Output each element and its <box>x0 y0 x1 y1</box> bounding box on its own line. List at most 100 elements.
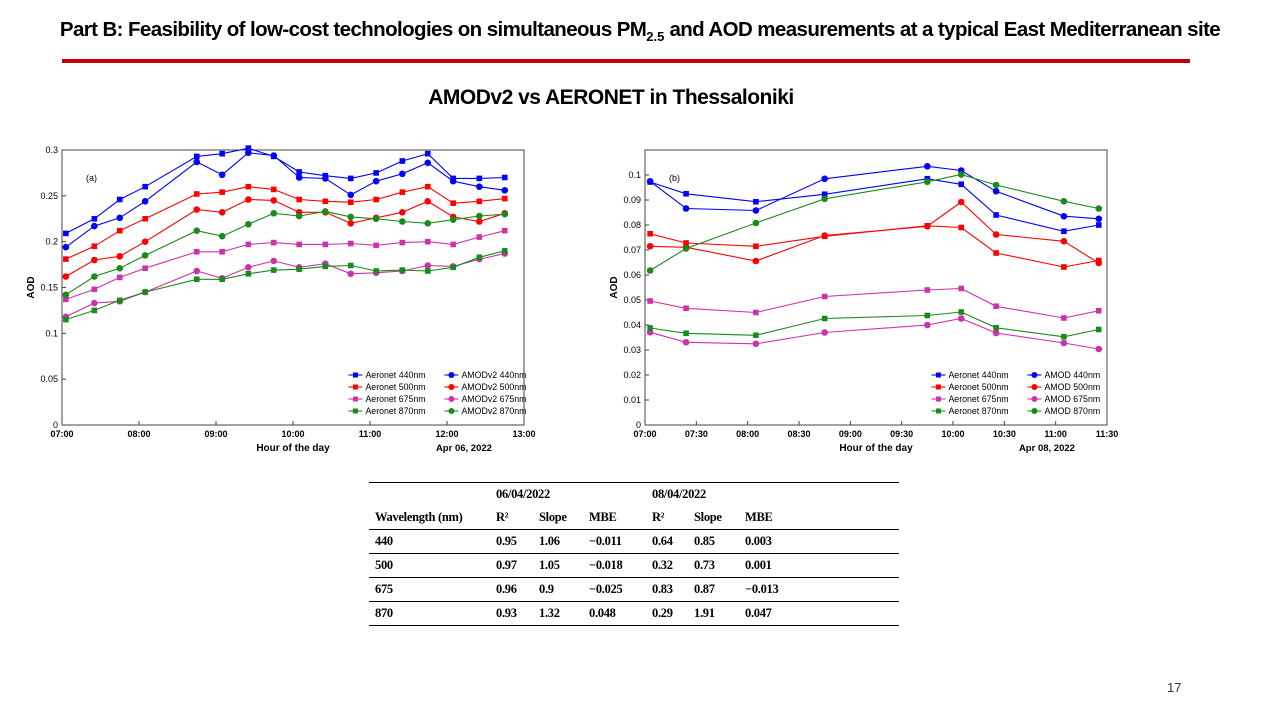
data-point <box>449 216 457 223</box>
y-tick-label: 0.03 <box>623 345 641 355</box>
data-point <box>219 150 225 157</box>
table-cell: 0.96 <box>496 577 539 602</box>
data-point <box>821 175 828 183</box>
legend-marker <box>1031 372 1038 378</box>
data-point <box>347 220 355 227</box>
panel-label: (b) <box>669 173 680 183</box>
data-point <box>424 183 431 190</box>
data-point <box>993 250 999 256</box>
data-point <box>218 171 226 179</box>
table-cell: 0.001 <box>745 553 899 578</box>
data-point <box>193 206 201 213</box>
y-tick-label: 0.2 <box>45 237 58 247</box>
y-tick-label: 0.09 <box>623 195 641 205</box>
data-point <box>958 285 965 292</box>
legend-label: AMOD 675nm <box>1044 394 1100 404</box>
y-tick-label: 0.1 <box>45 328 58 338</box>
data-point <box>142 215 148 222</box>
data-point <box>683 305 689 312</box>
data-point <box>62 243 70 251</box>
data-point <box>141 252 149 259</box>
data-point <box>501 195 508 202</box>
table-date-2: 08/04/2022 <box>652 482 899 506</box>
legend-label: Aeronet 870nm <box>948 406 1008 416</box>
data-point <box>957 198 965 206</box>
data-point <box>193 153 200 160</box>
data-point <box>373 196 379 203</box>
y-tick-label: 0.05 <box>623 295 641 305</box>
data-point <box>193 191 200 197</box>
data-point <box>924 178 931 186</box>
legend-marker <box>935 372 941 378</box>
legend-label: Aeronet 440nm <box>365 370 425 380</box>
table-cell: −0.011 <box>589 529 652 554</box>
legend-marker <box>448 408 455 414</box>
data-point <box>270 257 278 265</box>
x-tick-label: 10:00 <box>281 429 304 439</box>
x-tick-label: 07:00 <box>633 429 656 439</box>
table-header-cell: MBE <box>745 506 899 530</box>
table-row: 440 0.95 1.06 −0.011 0.64 0.85 0.003 <box>369 529 899 554</box>
legend-marker <box>1031 384 1038 390</box>
table-cell: 1.32 <box>539 601 589 626</box>
data-point <box>399 218 406 225</box>
data-point <box>957 171 965 178</box>
legend-marker <box>352 384 358 390</box>
data-point <box>245 264 252 271</box>
data-point <box>646 242 654 250</box>
data-point <box>646 177 654 185</box>
data-point <box>647 325 653 331</box>
data-point <box>322 175 329 182</box>
data-point <box>142 289 148 295</box>
data-point <box>219 189 225 195</box>
legend-label: AMODv2 440nm <box>461 370 526 380</box>
table-header-cell: Wavelength (nm) <box>369 506 496 530</box>
data-point <box>1060 339 1068 347</box>
data-point <box>116 214 124 222</box>
x-tick-label: 13:00 <box>512 429 535 439</box>
table-cell: 1.91 <box>694 601 745 626</box>
date-label: Apr 06, 2022 <box>436 443 492 454</box>
table-header-row: Wavelength (nm) R² Slope MBE R² Slope MB… <box>369 506 899 530</box>
data-point <box>399 158 406 164</box>
y-tick-label: 0.3 <box>45 145 58 155</box>
table-cell: 0.29 <box>652 601 694 626</box>
data-point <box>1060 237 1068 245</box>
data-point <box>924 162 931 170</box>
data-point <box>296 266 302 272</box>
data-point <box>373 242 379 249</box>
data-point <box>245 270 252 277</box>
slide-title: Part B: Feasibility of low-cost technolo… <box>59 18 1221 44</box>
legend-label: Aeronet 675nm <box>948 394 1008 404</box>
data-point <box>476 212 483 220</box>
data-point <box>476 175 483 182</box>
data-point <box>992 187 1000 195</box>
table-cell: 0.047 <box>745 601 899 626</box>
data-point <box>752 257 760 265</box>
data-point <box>116 253 124 260</box>
x-tick-label: 11:30 <box>1096 429 1119 439</box>
table-date-header-row: 06/04/2022 08/04/2022 <box>369 482 899 506</box>
x-tick-label: 11:00 <box>1044 429 1067 439</box>
data-point <box>924 312 931 319</box>
table-cell: 0.32 <box>652 553 694 578</box>
x-tick-label: 11:00 <box>359 429 382 439</box>
data-point <box>322 263 329 270</box>
table-cell: 440 <box>369 529 496 554</box>
legend-label: Aeronet 675nm <box>365 394 425 404</box>
data-point <box>142 265 148 272</box>
data-point <box>219 276 225 283</box>
table-cell: 0.97 <box>496 553 539 578</box>
data-point <box>1095 326 1102 333</box>
x-tick-label: 09:00 <box>204 429 227 439</box>
data-point <box>752 219 760 227</box>
data-point <box>993 303 999 310</box>
x-axis-label: Hour of the day <box>256 443 330 454</box>
data-point <box>682 205 690 212</box>
data-point <box>683 190 689 197</box>
data-point <box>347 270 355 278</box>
table-cell: 0.048 <box>589 601 652 626</box>
data-point <box>683 330 689 337</box>
data-point <box>424 150 431 157</box>
data-point <box>752 340 760 348</box>
